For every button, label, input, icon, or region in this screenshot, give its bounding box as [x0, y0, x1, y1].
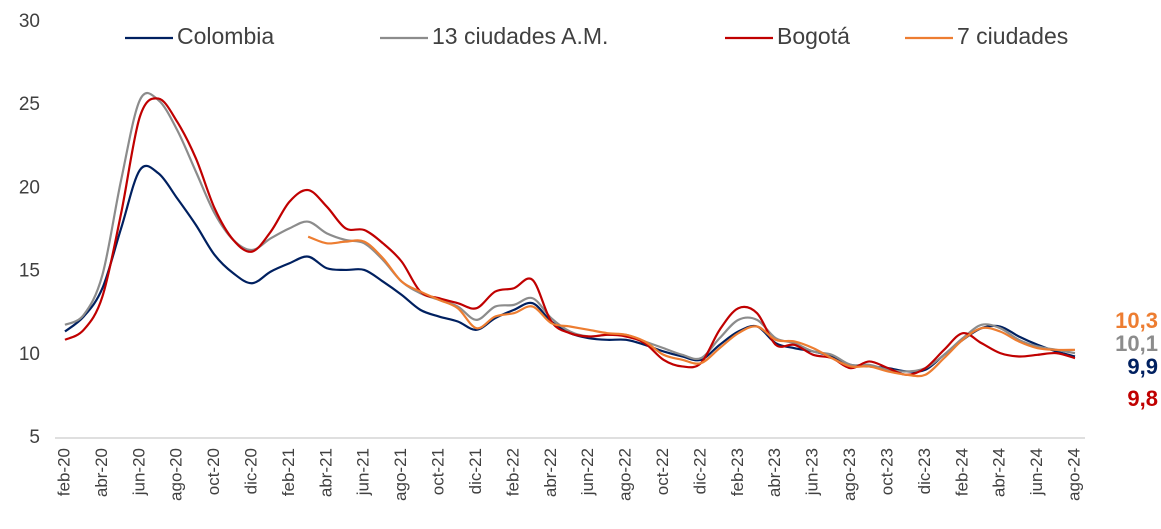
x-tick-label: ago-20	[167, 448, 186, 501]
x-tick-label: jun-20	[129, 448, 148, 496]
x-tick-label: abr-22	[541, 448, 560, 497]
x-tick-label: dic-22	[690, 448, 709, 494]
y-tick-label: 30	[19, 11, 40, 32]
y-tick-label: 5	[29, 427, 40, 448]
x-tick-label: oct-20	[204, 448, 223, 495]
legend-label: Colombia	[177, 23, 274, 49]
x-tick-label: ago-23	[840, 448, 859, 501]
end-label: 9,9	[1127, 354, 1158, 379]
end-label: 10,1	[1115, 331, 1158, 356]
x-tick-label: dic-21	[466, 448, 485, 494]
x-tick-label: feb-24	[952, 448, 971, 496]
x-tick-label: ago-24	[1064, 448, 1083, 501]
x-tick-label: jun-23	[803, 448, 822, 496]
x-tick-label: dic-23	[915, 448, 934, 494]
end-label: 9,8	[1127, 386, 1158, 411]
legend-label: 13 ciudades A.M.	[432, 23, 608, 49]
x-tick-label: feb-21	[279, 448, 298, 496]
x-tick-label: oct-23	[877, 448, 896, 495]
x-tick-label: abr-21	[316, 448, 335, 497]
x-tick-label: abr-24	[990, 448, 1009, 497]
line-series	[64, 97, 1076, 376]
legend-label: Bogotá	[777, 23, 850, 49]
x-tick-label: oct-22	[653, 448, 672, 495]
x-tick-label: ago-21	[391, 448, 410, 501]
x-tick-label: abr-23	[765, 448, 784, 497]
x-tick-label: jun-21	[354, 448, 373, 496]
x-tick-label: jun-24	[1027, 448, 1046, 496]
x-tick-label: oct-21	[429, 448, 448, 495]
line-series	[307, 235, 1076, 378]
x-tick-label: feb-20	[54, 448, 73, 496]
x-tick-label: dic-20	[242, 448, 261, 494]
y-tick-label: 25	[19, 94, 40, 115]
x-tick-label: feb-22	[503, 448, 522, 496]
line-series	[64, 164, 1076, 373]
legend-label: 7 ciudades	[957, 23, 1068, 49]
line-series	[64, 91, 1076, 373]
end-label: 10,3	[1115, 308, 1158, 333]
x-tick-label: jun-22	[578, 448, 597, 496]
y-tick-label: 20	[19, 177, 40, 198]
x-tick-label: feb-23	[728, 448, 747, 496]
y-tick-label: 15	[19, 261, 40, 282]
y-tick-label: 10	[19, 344, 40, 365]
x-tick-label: ago-22	[616, 448, 635, 501]
x-tick-label: abr-20	[92, 448, 111, 497]
